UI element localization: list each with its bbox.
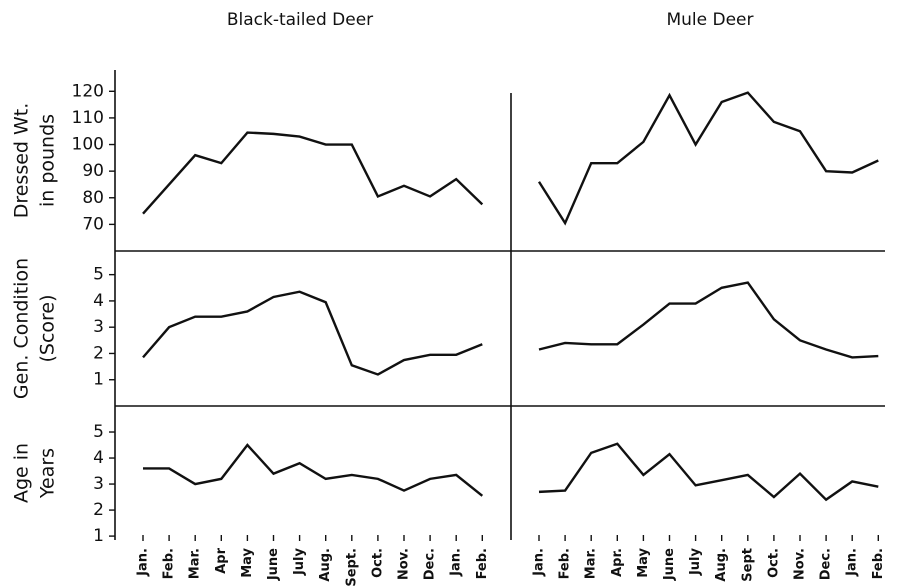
y-tick-label: 120 [72,81,104,101]
x-tick-label: Nov. [793,548,808,580]
y-tick-label: 70 [82,214,104,234]
x-tick-label: Apr. [610,548,625,577]
x-tick-label: Apr [214,547,229,573]
x-tick-label: Feb. [871,548,886,579]
x-tick-label: Sept [740,548,755,582]
y-tick-label: 4 [93,291,104,311]
y-tick-label: 100 [72,135,104,155]
data-line [142,290,483,376]
data-line [538,442,879,502]
y-tick-label: 90 [82,161,104,181]
x-tick-label: Mar. [584,548,599,579]
y-axis-label: in pounds [37,114,59,207]
x-tick-label: May [240,547,255,577]
y-tick-label: 2 [93,343,104,363]
y-tick-label: 110 [72,108,104,128]
x-tick-label: Nov. [397,548,412,580]
y-tick-label: 1 [93,526,104,546]
y-tick-label: 1 [93,370,104,390]
y-tick-label: 4 [93,448,104,468]
x-tick-label: Feb. [475,548,490,579]
x-tick-label: Jan. [845,548,860,577]
x-tick-label: July [292,547,307,576]
x-tick-label: Jan. [449,548,464,577]
y-tick-label: 3 [93,474,104,494]
x-tick-label: Jan. [136,548,151,577]
x-tick-label: Oct. [766,548,781,578]
data-line [143,443,484,497]
column-title: Mule Deer [666,10,753,30]
x-tick-label: Dec. [819,548,834,580]
data-line [537,91,879,226]
y-axis-label: Years [37,448,59,499]
x-tick-label: Aug. [318,548,333,582]
y-tick-label: 3 [93,317,104,337]
x-tick-label: Aug. [714,548,729,582]
y-tick-label: 5 [93,265,104,285]
y-axis-label: Gen. Condition [11,258,33,399]
y-axis-label: Dressed Wt. [11,103,33,219]
y-tick-label: 80 [82,188,104,208]
x-tick-label: May [636,547,651,577]
x-tick-label: Feb. [558,548,573,579]
y-tick-label: 2 [93,500,104,520]
x-tick-label: July [688,547,703,576]
x-tick-label: Jan. [532,548,547,577]
x-tick-label: Feb. [162,548,177,579]
x-tick-label: June [266,548,281,581]
y-axis-label: (Score) [37,294,59,362]
x-tick-label: Dec. [423,548,438,580]
data-line [538,281,879,359]
x-tick-label: Mar. [188,548,203,579]
column-title: Black-tailed Deer [227,10,373,30]
y-tick-label: 5 [93,422,104,442]
x-tick-label: Oct. [370,548,385,578]
x-tick-label: June [662,548,677,581]
data-line [142,131,484,215]
y-axis-label: Age in [11,443,33,503]
x-tick-label: Sept. [344,548,359,587]
